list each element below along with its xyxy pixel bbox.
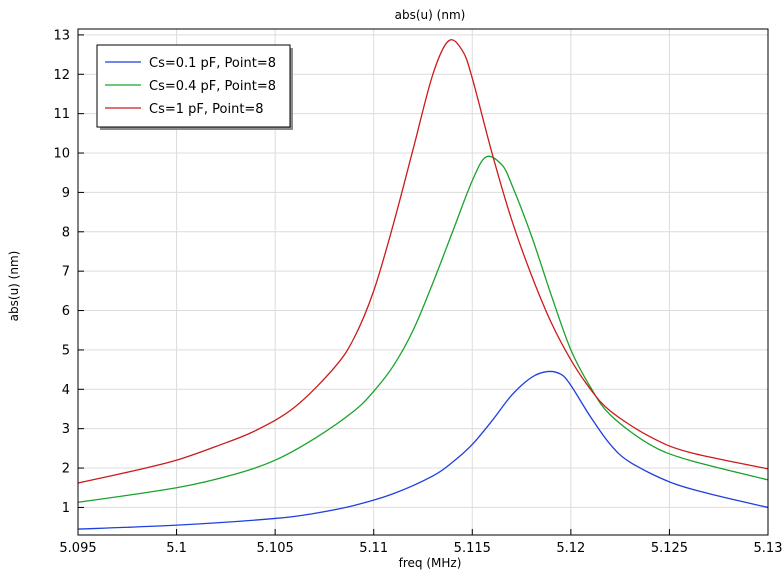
y-tick-label: 5 (62, 343, 70, 358)
y-tick-label: 3 (62, 422, 70, 437)
legend-label-1: Cs=0.1 pF, Point=8 (149, 56, 276, 71)
x-axis-title: freq (MHz) (399, 556, 462, 570)
y-tick-label: 10 (53, 147, 70, 162)
x-tick-label: 5.105 (257, 541, 294, 556)
y-tick-label: 12 (53, 68, 70, 83)
x-tick-label: 5.1 (166, 541, 187, 556)
legend-label-3: Cs=1 pF, Point=8 (149, 102, 264, 117)
series-lines (77, 39, 769, 530)
y-tick-label: 13 (53, 28, 70, 43)
grid-lines (77, 29, 769, 535)
axis-ticks: 5.095 5.1 5.105 5.11 5.115 5.12 5.125 5.1312345… (53, 28, 782, 556)
y-axis-title: abs(u) (nm) (7, 251, 21, 322)
y-tick-label: 7 (62, 265, 70, 280)
x-tick-label: 5.11 (359, 541, 388, 556)
series-line-2 (77, 155, 769, 503)
x-tick-label: 5.13 (754, 541, 783, 556)
legend-label-2: Cs=0.4 pF, Point=8 (149, 79, 276, 94)
legend-box (96, 44, 291, 128)
chart-title: abs(u) (nm) (395, 8, 466, 22)
plot-frame (77, 28, 769, 536)
y-tick-label: 2 (62, 462, 70, 477)
y-tick-label: 9 (62, 186, 70, 201)
x-tick-label: 5.115 (454, 541, 491, 556)
x-tick-label: 5.095 (59, 541, 96, 556)
y-tick-label: 6 (62, 304, 70, 319)
series-line-1 (77, 370, 769, 530)
y-tick-label: 1 (62, 501, 70, 516)
y-tick-label: 8 (62, 225, 70, 240)
y-tick-label: 4 (62, 383, 70, 398)
x-tick-label: 5.125 (651, 541, 688, 556)
legend: Cs=0.1 pF, Point=8 Cs=0.4 pF, Point=8 Cs=1… (96, 44, 293, 130)
x-tick-label: 5.12 (556, 541, 585, 556)
y-tick-label: 11 (53, 107, 70, 122)
series-line-3 (77, 39, 769, 484)
